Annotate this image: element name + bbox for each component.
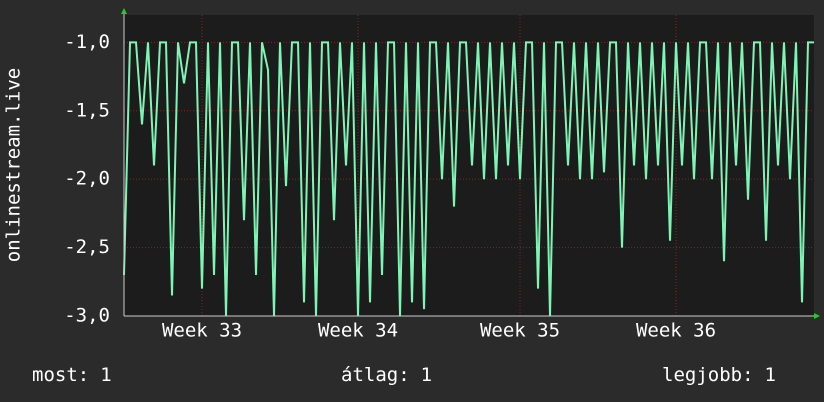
y-tick-label: -2,5: [64, 236, 110, 258]
stat-label: legjobb:: [662, 364, 754, 386]
y-tick-label: -3,0: [64, 305, 110, 327]
data-line: [123, 41, 814, 317]
stat: átlag: 1: [341, 364, 432, 386]
y-axis-label: onlinestream.live: [3, 68, 25, 262]
stat: most: 1: [32, 364, 112, 386]
y-tick-label: -1,0: [64, 31, 110, 53]
stat-value: 1: [421, 364, 432, 386]
axis-arrow: [814, 313, 820, 319]
stat-label: átlag:: [341, 364, 410, 386]
x-tick-label: Week 35: [480, 320, 560, 342]
x-tick-label: Week 34: [318, 320, 398, 342]
x-tick-label: Week 33: [162, 320, 242, 342]
x-tick-label: Week 36: [636, 320, 716, 342]
y-tick-label: -2,0: [64, 168, 110, 190]
stat-value: 1: [765, 364, 776, 386]
stat-label: most:: [32, 364, 89, 386]
stat: legjobb: 1: [662, 364, 776, 386]
axis-arrow: [121, 8, 127, 14]
y-tick-label: -1,5: [64, 99, 110, 121]
stat-value: 1: [100, 364, 111, 386]
